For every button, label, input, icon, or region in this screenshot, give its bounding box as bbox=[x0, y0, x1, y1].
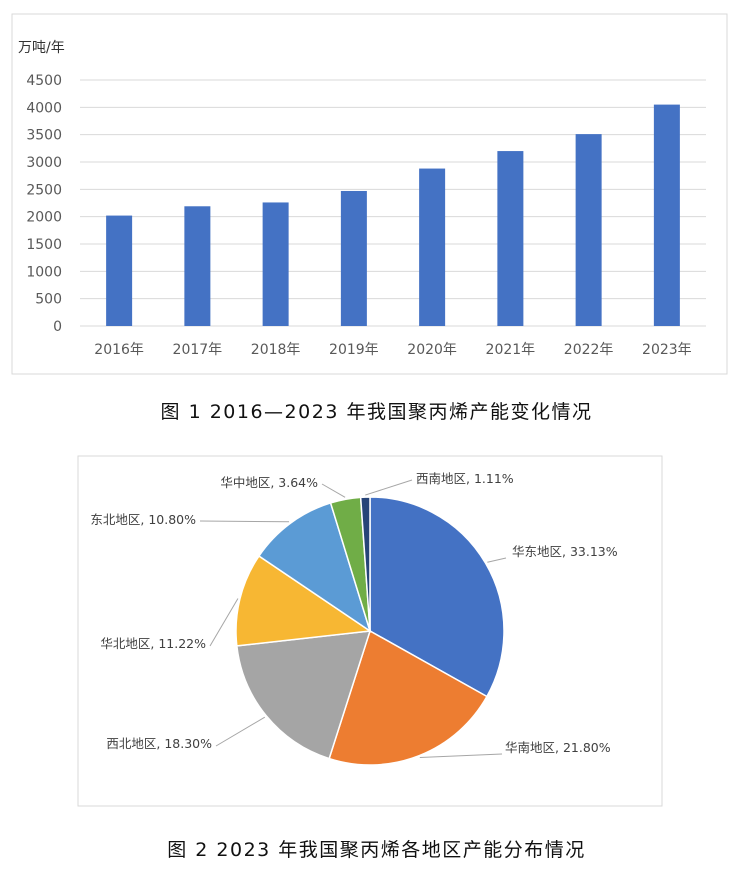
pie-slice-华南地区 bbox=[328, 629, 488, 766]
bar-x-tick-label: 2022年 bbox=[564, 342, 614, 358]
bar-y-tick-label: 3000 bbox=[26, 155, 62, 171]
bar-chart: 万吨/年 0 500 1000 1500 2000 2500 3000 3500 4000 450… bbox=[11, 13, 728, 375]
pie-data-label: 华中地区, 3.64% bbox=[220, 475, 318, 490]
pie-data-label: 华南地区, 21.80% bbox=[505, 740, 611, 755]
bar-x-tick-label: 2021年 bbox=[486, 342, 536, 358]
pie-leader-line bbox=[487, 557, 507, 563]
pie-slice-华东地区 bbox=[369, 496, 505, 698]
pie-leader-line bbox=[419, 753, 503, 759]
pie-data-label: 东北地区, 10.80% bbox=[90, 512, 196, 527]
bar-y-tick-label: 2000 bbox=[26, 210, 62, 226]
pie-slice-东北地区 bbox=[257, 501, 372, 633]
bar-2020年 bbox=[419, 168, 446, 326]
figure-1-caption: 图 1 2016—2023 年我国聚丙烯产能变化情况 bbox=[160, 401, 593, 423]
bar-x-tick-label: 2019年 bbox=[329, 342, 379, 358]
bar-y-tick-label: 3500 bbox=[26, 128, 62, 144]
bar-y-tick-label: 2500 bbox=[26, 182, 62, 198]
bar-2017年 bbox=[184, 206, 211, 326]
bar-y-tick-label: 4000 bbox=[26, 100, 62, 116]
pie-data-label: 西北地区, 18.30% bbox=[106, 736, 212, 751]
bar-x-tick-label: 2016年 bbox=[94, 342, 144, 358]
pie-leader-line bbox=[215, 716, 266, 747]
pie-data-label: 华北地区, 11.22% bbox=[100, 636, 206, 651]
bar-y-axis-label: 万吨/年 bbox=[18, 40, 65, 56]
pie-slice-华北地区 bbox=[235, 554, 373, 647]
bar-y-tick-label: 500 bbox=[35, 292, 62, 308]
pie-leader-line bbox=[321, 483, 346, 498]
bar-2021年 bbox=[497, 151, 524, 326]
pie-slice-华中地区 bbox=[329, 496, 371, 632]
pie-slice-西北地区 bbox=[235, 630, 372, 760]
bar-2019年 bbox=[340, 190, 367, 326]
pie-data-label: 西南地区, 1.11% bbox=[416, 471, 514, 486]
bar-2016年 bbox=[106, 215, 133, 326]
figure-2-caption: 图 2 2023 年我国聚丙烯各地区产能分布情况 bbox=[167, 839, 586, 861]
bar-2018年 bbox=[262, 202, 289, 326]
bar-x-tick-label: 2017年 bbox=[173, 342, 223, 358]
bar-y-tick-label: 1500 bbox=[26, 237, 62, 253]
bar-x-tick-label: 2018年 bbox=[251, 342, 301, 358]
bar-2022年 bbox=[575, 134, 602, 326]
pie-leader-line bbox=[365, 479, 413, 496]
pie-slice-西南地区 bbox=[359, 496, 371, 632]
pie-data-label: 华东地区, 33.13% bbox=[512, 544, 618, 559]
bar-y-tick-label: 4500 bbox=[26, 73, 62, 89]
bar-x-tick-label: 2020年 bbox=[407, 342, 457, 358]
pie-chart-frame bbox=[77, 455, 663, 807]
pie-leader-line bbox=[209, 598, 239, 647]
bar-y-tick-label: 1000 bbox=[26, 264, 62, 280]
bar-y-tick-label: 0 bbox=[53, 319, 62, 335]
pie-leader-line bbox=[199, 520, 290, 523]
bar-x-tick-label: 2023年 bbox=[642, 342, 692, 358]
bar-2023年 bbox=[653, 104, 680, 326]
